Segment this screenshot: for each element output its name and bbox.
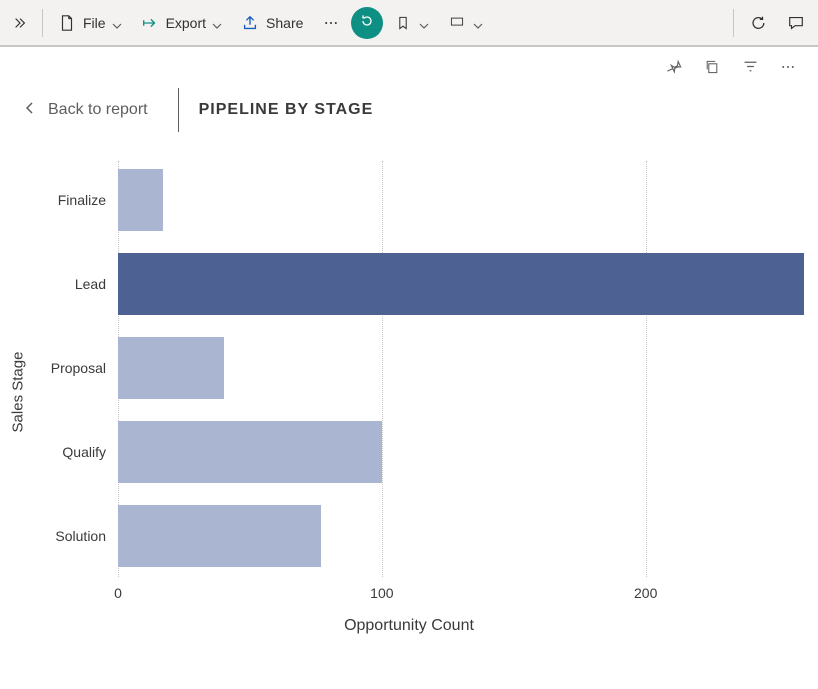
share-button-label: Share	[266, 15, 303, 31]
bookmark-menu[interactable]	[385, 5, 437, 41]
export-menu[interactable]: Export	[132, 5, 230, 41]
copy-button[interactable]	[702, 58, 722, 78]
file-menu-label: File	[83, 15, 106, 31]
reset-icon	[359, 13, 375, 32]
bar-chart: Sales Stage Finalize Lead Proposal Qualify S…	[0, 147, 818, 637]
pin-button[interactable]	[664, 58, 684, 78]
y-tick-label: Proposal	[51, 360, 106, 376]
app-toolbar: File Export Share	[0, 0, 818, 47]
title-row: Back to report PIPELINE BY STAGE	[0, 83, 818, 137]
bar[interactable]	[118, 421, 382, 483]
export-menu-label: Export	[166, 15, 206, 31]
x-tick-label: 100	[370, 585, 393, 601]
bar[interactable]	[118, 253, 804, 315]
toolbar-separator	[42, 9, 43, 37]
ellipsis-icon	[780, 59, 796, 78]
chevron-down-icon	[212, 18, 222, 28]
visual-action-bar	[0, 47, 818, 83]
y-axis-title: Sales Stage	[10, 352, 27, 433]
visual-title: PIPELINE BY STAGE	[179, 101, 374, 119]
back-to-report-button[interactable]: Back to report	[24, 101, 178, 120]
filter-icon	[742, 58, 759, 78]
file-menu[interactable]: File	[49, 5, 130, 41]
refresh-icon	[748, 13, 768, 33]
export-icon	[140, 13, 160, 33]
bar-row: Finalize	[118, 169, 804, 231]
copy-icon	[704, 59, 720, 78]
refresh-button[interactable]	[740, 5, 776, 41]
x-axis: 0100200	[118, 585, 804, 605]
chevron-double-right-icon	[12, 15, 28, 31]
bar-row: Qualify	[118, 421, 804, 483]
share-icon	[240, 13, 260, 33]
pin-icon	[666, 58, 683, 78]
chevron-down-icon	[419, 18, 429, 28]
y-tick-label: Solution	[55, 528, 106, 544]
bar-row: Lead	[118, 253, 804, 315]
y-tick-label: Qualify	[62, 444, 106, 460]
filter-button[interactable]	[740, 58, 760, 78]
x-axis-title: Opportunity Count	[0, 617, 818, 635]
view-menu[interactable]	[439, 5, 491, 41]
x-tick-label: 200	[634, 585, 657, 601]
file-icon	[57, 13, 77, 33]
plot-area: Finalize Lead Proposal Qualify Solution	[118, 161, 804, 577]
expand-ribbon-button[interactable]	[4, 5, 36, 41]
toolbar-separator	[733, 9, 734, 37]
view-icon	[447, 13, 467, 33]
bar-row: Solution	[118, 505, 804, 567]
bookmark-icon	[393, 13, 413, 33]
x-tick-label: 0	[114, 585, 122, 601]
y-tick-label: Lead	[75, 276, 106, 292]
comment-icon	[786, 13, 806, 33]
y-tick-label: Finalize	[58, 192, 106, 208]
share-button[interactable]: Share	[232, 5, 311, 41]
bar[interactable]	[118, 337, 224, 399]
bar-row: Proposal	[118, 337, 804, 399]
bar[interactable]	[118, 505, 321, 567]
comment-button[interactable]	[778, 5, 814, 41]
chevron-left-icon	[24, 101, 36, 120]
more-visual-button[interactable]	[778, 58, 798, 78]
reset-button[interactable]	[351, 5, 383, 41]
back-label: Back to report	[48, 101, 148, 119]
ellipsis-icon	[321, 13, 341, 33]
chevron-down-icon	[473, 18, 483, 28]
bar[interactable]	[118, 169, 163, 231]
chevron-down-icon	[112, 18, 122, 28]
more-toolbar-button[interactable]	[313, 5, 349, 41]
